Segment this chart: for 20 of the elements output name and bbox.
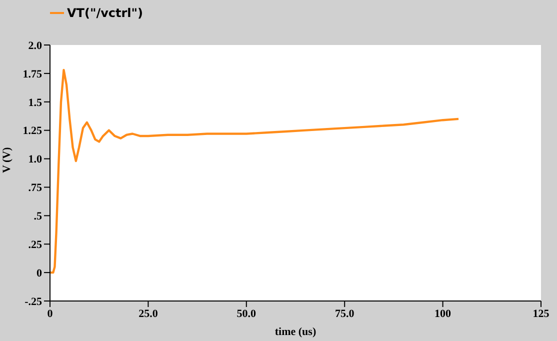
x-tick-label: 0 [47, 308, 54, 320]
y-tick-label: 1.25 [22, 125, 42, 138]
x-tick-label: 125 [532, 308, 550, 320]
y-tick-label: .75 [28, 182, 42, 194]
y-tick-label: 0 [36, 267, 42, 280]
legend-label: VT("/vctrl") [67, 6, 144, 20]
x-tick-label: 75.0 [334, 308, 355, 320]
x-tick-label: 100 [434, 308, 452, 320]
x-tick-label: 50.0 [236, 308, 257, 320]
x-axis-title: time (us) [274, 326, 316, 338]
y-tick-label: .25 [28, 239, 42, 252]
y-tick-label: 1.5 [28, 96, 42, 109]
line-series [50, 68, 460, 274]
y-tick-label: 1.0 [28, 154, 42, 166]
y-tick-label: -.25 [24, 296, 42, 308]
y-tick-label: 1.75 [22, 68, 42, 80]
y-tick-label: 2.0 [28, 40, 42, 52]
y-axis-title: V (V) [0, 146, 13, 173]
y-tick-label: .5 [34, 210, 42, 223]
x-tick-label: 25.0 [138, 308, 158, 320]
